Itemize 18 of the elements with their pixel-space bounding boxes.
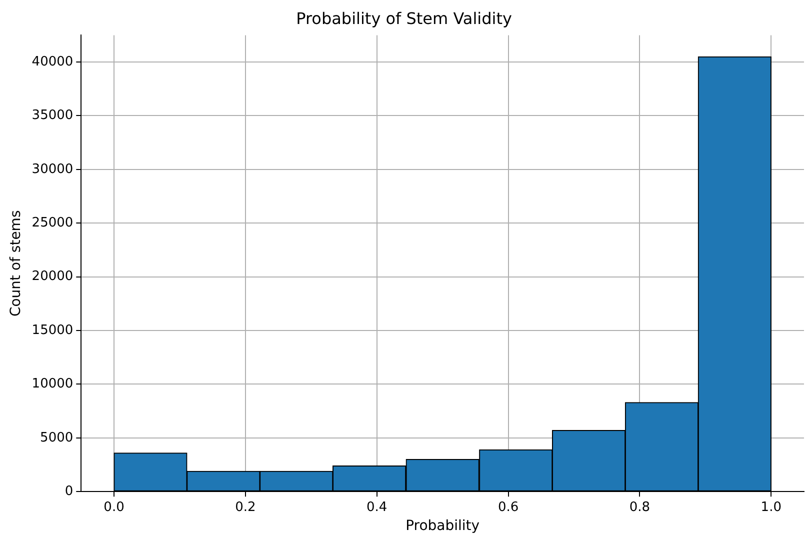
y-tick-label: 25000: [32, 216, 74, 231]
y-tick-label: 15000: [32, 322, 74, 338]
y-tick-label: 0: [64, 484, 74, 499]
x-tick-label: 0.6: [498, 500, 519, 515]
y-tick-label: 40000: [32, 54, 74, 70]
chart-title: Probability of Stem Validity: [296, 8, 512, 28]
y-tick-label: 35000: [32, 108, 74, 124]
y-tick-label: 20000: [32, 269, 74, 284]
x-axis-title: Probability: [406, 518, 480, 534]
y-tick-label: 5000: [40, 430, 74, 446]
x-tick-label: 0.8: [629, 500, 650, 515]
x-tick-label: 1.0: [760, 500, 782, 515]
y-axis-title: Count of stems: [8, 210, 24, 317]
x-tick-label: 0.4: [366, 500, 388, 515]
y-tick-label: 30000: [32, 162, 74, 177]
x-tick-label: 0.0: [104, 500, 124, 515]
y-tick-label: 10000: [32, 376, 74, 392]
x-tick-label: 0.2: [235, 500, 256, 515]
